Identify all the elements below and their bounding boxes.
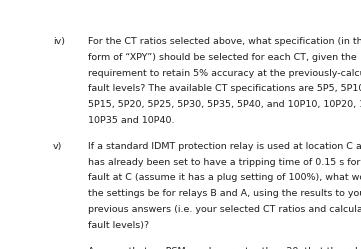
Text: For the CT ratios selected above, what specification (in the: For the CT ratios selected above, what s… [88, 37, 361, 46]
Text: Assume that no PSM can be greater than 20, that the relays at A: Assume that no PSM can be greater than 2… [88, 247, 361, 249]
Text: iv): iv) [53, 37, 65, 46]
Text: the settings be for relays B and A, using the results to your: the settings be for relays B and A, usin… [88, 189, 361, 198]
Text: fault levels)?: fault levels)? [88, 221, 149, 230]
Text: 5P15, 5P20, 5P25, 5P30, 5P35, 5P40, and 10P10, 10P20, 10P30,: 5P15, 5P20, 5P25, 5P30, 5P35, 5P40, and … [88, 100, 361, 109]
Text: fault levels? The available CT specifications are 5P5, 5P10,: fault levels? The available CT specifica… [88, 84, 361, 93]
Text: If a standard IDMT protection relay is used at location C and: If a standard IDMT protection relay is u… [88, 142, 361, 151]
Text: requirement to retain 5% accuracy at the previously-calculated: requirement to retain 5% accuracy at the… [88, 69, 361, 78]
Text: has already been set to have a tripping time of 0.15 s for a: has already been set to have a tripping … [88, 158, 361, 167]
Text: previous answers (i.e. your selected CT ratios and calculated: previous answers (i.e. your selected CT … [88, 205, 361, 214]
Text: form of “XPY”) should be selected for each CT, given the: form of “XPY”) should be selected for ea… [88, 53, 357, 62]
Text: fault at C (assume it has a plug setting of 100%), what would: fault at C (assume it has a plug setting… [88, 174, 361, 183]
Text: v): v) [53, 142, 62, 151]
Text: 10P35 and 10P40.: 10P35 and 10P40. [88, 116, 175, 125]
